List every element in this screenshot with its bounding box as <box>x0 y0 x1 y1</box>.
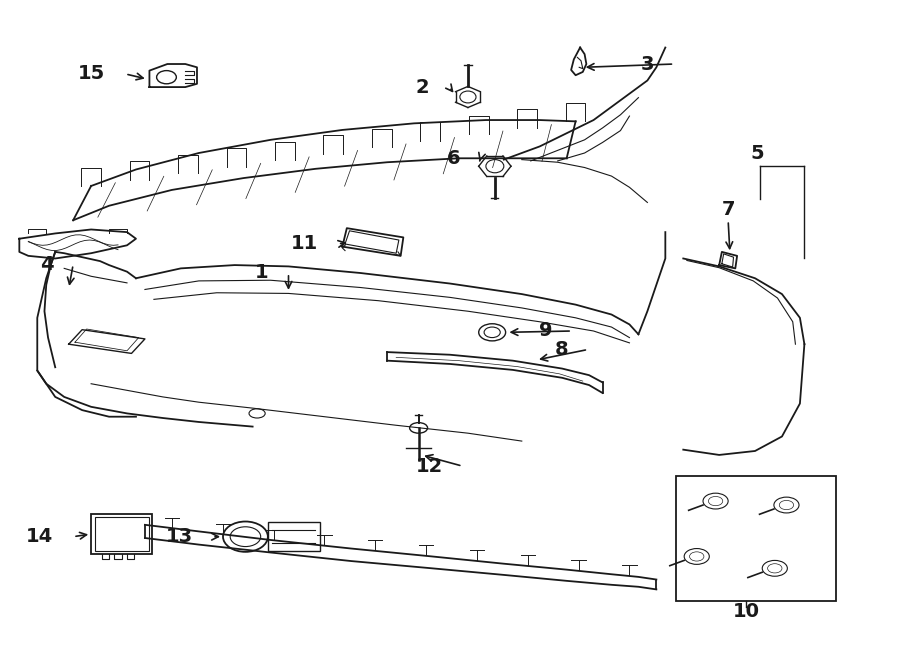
Text: 6: 6 <box>447 149 461 167</box>
Bar <box>676 476 836 601</box>
Text: 7: 7 <box>722 199 735 218</box>
Text: 1: 1 <box>255 263 269 283</box>
Text: 5: 5 <box>751 144 765 162</box>
Text: 14: 14 <box>26 527 53 546</box>
Text: 8: 8 <box>554 340 569 359</box>
Text: 2: 2 <box>416 77 429 97</box>
Text: 12: 12 <box>416 457 443 475</box>
Text: 13: 13 <box>166 527 193 546</box>
Text: 10: 10 <box>733 602 760 621</box>
Text: 3: 3 <box>641 54 654 73</box>
Text: 4: 4 <box>40 255 53 274</box>
Text: 9: 9 <box>539 322 553 340</box>
Bar <box>91 514 152 554</box>
Text: 15: 15 <box>78 64 105 83</box>
Bar <box>268 522 320 551</box>
Text: 11: 11 <box>291 234 318 254</box>
Bar <box>94 517 148 551</box>
